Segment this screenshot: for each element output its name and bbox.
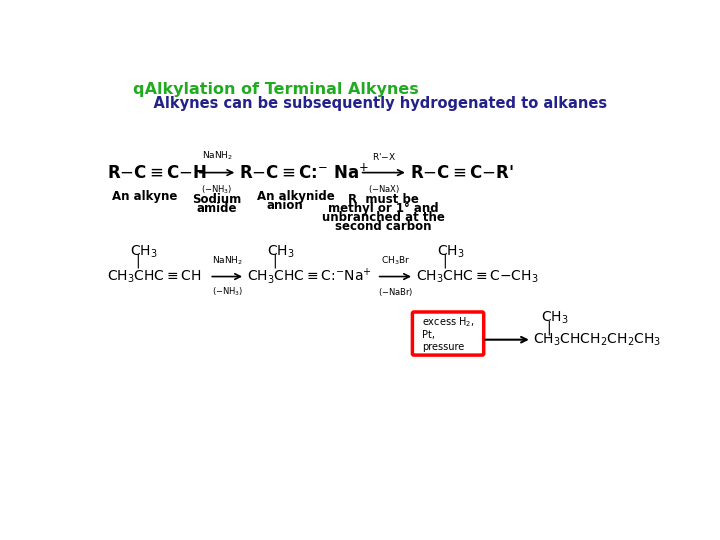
Text: CH$_3$Br: CH$_3$Br (381, 255, 410, 267)
Text: Alkylation of Terminal Alkynes: Alkylation of Terminal Alkynes (139, 82, 418, 97)
Text: R$-$C$\equiv$C$-$R': R$-$C$\equiv$C$-$R' (410, 164, 514, 181)
Text: CH$_3$CHC$\equiv$CH: CH$_3$CHC$\equiv$CH (107, 268, 202, 285)
Text: CH$_3$: CH$_3$ (266, 244, 294, 260)
Text: |: | (443, 254, 447, 268)
Text: anion: anion (266, 199, 303, 212)
Text: ($-$NH$_3$): ($-$NH$_3$) (212, 286, 243, 298)
Text: |: | (136, 254, 140, 268)
Text: |: | (546, 320, 551, 335)
Text: methyl or 1° and: methyl or 1° and (328, 202, 439, 215)
Text: R'$-$X: R'$-$X (372, 151, 396, 162)
Text: excess H$_2$,
Pt,
pressure: excess H$_2$, Pt, pressure (422, 315, 474, 352)
Text: Alkynes can be subsequently hydrogenated to alkanes: Alkynes can be subsequently hydrogenated… (132, 96, 607, 111)
Text: An alkyne: An alkyne (112, 190, 177, 202)
Text: CH$_3$: CH$_3$ (437, 244, 465, 260)
Text: amide: amide (197, 202, 238, 215)
Text: R$-$C$\equiv$C$-$H: R$-$C$\equiv$C$-$H (107, 164, 207, 181)
Text: CH$_3$CHC$\equiv$C:$^{-}$Na$^{+}$: CH$_3$CHC$\equiv$C:$^{-}$Na$^{+}$ (246, 267, 372, 286)
Text: R$-$C$\equiv$C:$^{-}$ Na$^{+}$: R$-$C$\equiv$C:$^{-}$ Na$^{+}$ (239, 163, 369, 183)
Text: CH$_3$: CH$_3$ (130, 244, 158, 260)
Text: CH$_3$: CH$_3$ (541, 310, 569, 326)
Text: ($-$NaX): ($-$NaX) (368, 184, 400, 195)
Text: An alkynide: An alkynide (256, 190, 334, 202)
Text: second carbon: second carbon (336, 220, 432, 233)
Text: CH$_3$CHC$\equiv$C$-$CH$_3$: CH$_3$CHC$\equiv$C$-$CH$_3$ (415, 268, 538, 285)
Text: NaNH$_2$: NaNH$_2$ (212, 255, 243, 267)
Text: ($-$NH$_3$): ($-$NH$_3$) (202, 184, 233, 196)
FancyBboxPatch shape (413, 312, 484, 355)
Text: CH$_3$CHCH$_2$CH$_2$CH$_3$: CH$_3$CHCH$_2$CH$_2$CH$_3$ (534, 332, 662, 348)
Text: ($-$NaBr): ($-$NaBr) (378, 286, 413, 298)
Text: Sodium: Sodium (192, 193, 242, 206)
Text: q: q (132, 82, 144, 97)
Text: R  must be: R must be (348, 193, 419, 206)
Text: unbranched at the: unbranched at the (323, 211, 445, 224)
Text: |: | (272, 254, 276, 268)
Text: NaNH$_2$: NaNH$_2$ (202, 150, 233, 162)
